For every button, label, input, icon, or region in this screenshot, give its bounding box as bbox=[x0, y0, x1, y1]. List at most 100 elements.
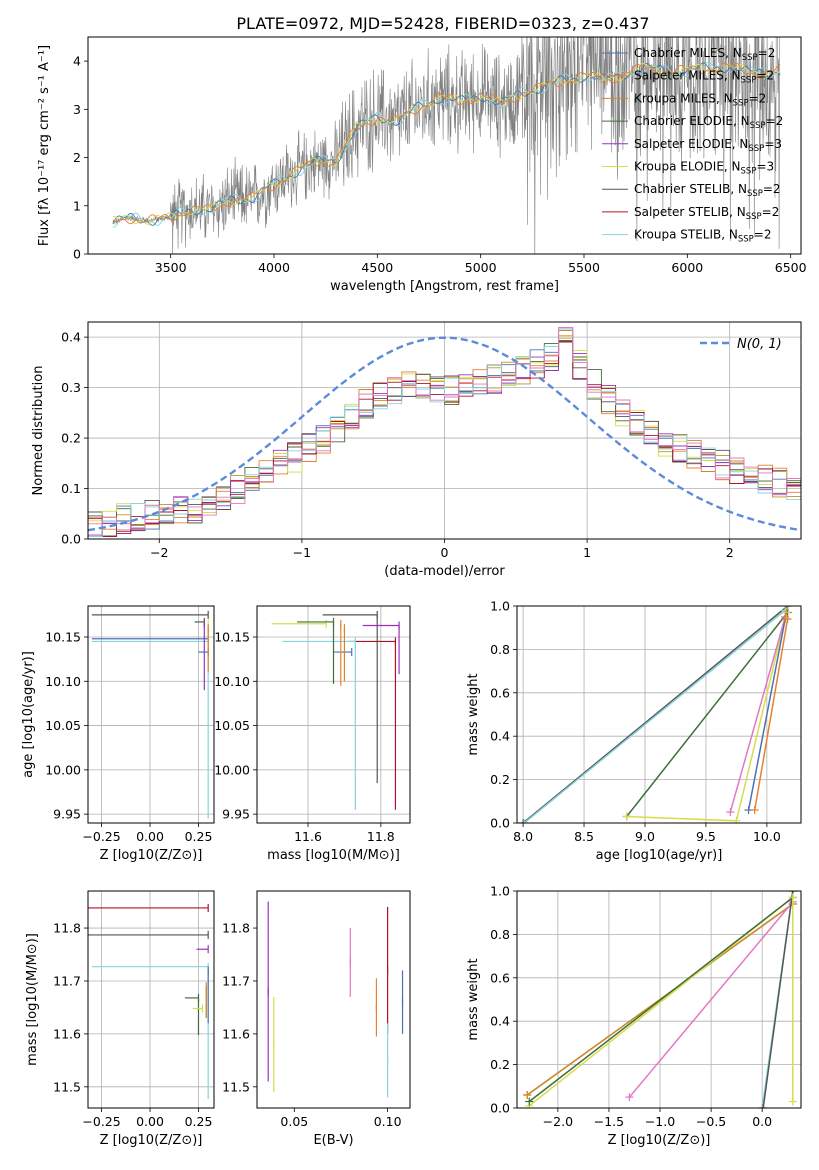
y-tick-label: 10.00 bbox=[214, 762, 250, 777]
y-tick-label: 11.8 bbox=[53, 921, 81, 936]
y-tick-label: 0.2 bbox=[490, 772, 510, 787]
y-tick-label: 1.0 bbox=[490, 884, 510, 899]
residual-histogram bbox=[88, 328, 801, 539]
y-tick-label: 4 bbox=[73, 54, 81, 69]
weight-vs-metallicity-panel: −2.0 −1.5 −1.0 −0.5 0.0 0.0 0.2 0.4 0.6 0.8 1.0 Z [… bbox=[466, 884, 802, 1148]
y-axis-label: mass weight bbox=[466, 958, 481, 1040]
y-tick-label: 0.1 bbox=[61, 481, 81, 496]
y-tick-label: 0.4 bbox=[490, 729, 510, 744]
x-tick-label: 0.00 bbox=[136, 1114, 164, 1129]
x-tick-label: 0.25 bbox=[185, 829, 213, 844]
legend-count: =2 bbox=[762, 205, 780, 219]
y-tick-label: 0 bbox=[73, 247, 81, 262]
weight-marker bbox=[750, 805, 759, 814]
legend-entry: Salpeter STELIB, NSSP=2 bbox=[634, 205, 779, 222]
x-tick-label: −0.5 bbox=[696, 1114, 726, 1129]
legend-count: =3 bbox=[756, 160, 774, 174]
model-spectrum bbox=[112, 61, 781, 228]
y-axis-label: mass [log10(M/M⊙)] bbox=[25, 933, 40, 1066]
x-axis-label: (data-model)/error bbox=[384, 564, 505, 579]
y-tick-label: 0.6 bbox=[490, 970, 510, 985]
x-tick-label: 0.10 bbox=[374, 1114, 402, 1129]
spectrum-legend: Chabrier MILES, NSSP=2 Salpeter MILES, NS… bbox=[602, 46, 783, 245]
y-axis-label: Flux [fλ 10⁻¹⁷ erg cm⁻² s⁻¹ A⁻¹] bbox=[37, 45, 52, 246]
weight-series-line bbox=[628, 901, 794, 1098]
y-tick-label: 0.4 bbox=[61, 330, 81, 345]
axes-frame bbox=[87, 605, 215, 824]
x-tick-label: −0.25 bbox=[82, 829, 120, 844]
y-tick-label: 0.8 bbox=[490, 642, 510, 657]
axes-frame bbox=[87, 321, 802, 540]
x-tick-label: 3500 bbox=[155, 260, 187, 275]
x-tick-label: 9.0 bbox=[635, 829, 655, 844]
weight-vs-age-panel: 8.0 8.5 9.0 9.5 10.0 0.0 0.2 0.4 0.6 0.8 1.0 age [l… bbox=[466, 599, 802, 863]
axes-frame bbox=[516, 605, 802, 824]
plot-area bbox=[519, 606, 792, 823]
legend-entry: Salpeter ELODIE, NSSP=3 bbox=[634, 137, 782, 154]
y-tick-label: 11.5 bbox=[53, 1079, 81, 1094]
x-tick-label: 0.0 bbox=[752, 1114, 772, 1129]
x-tick-label: −0.25 bbox=[82, 1114, 120, 1129]
legend-count: =2 bbox=[763, 182, 781, 196]
x-tick-label: 0 bbox=[441, 545, 449, 560]
y-axis-label: mass weight bbox=[466, 673, 481, 755]
x-tick-label: 11.6 bbox=[294, 829, 322, 844]
x-tick-label: 6500 bbox=[775, 260, 807, 275]
x-tick-label: 0.05 bbox=[280, 1114, 308, 1129]
observed-spectrum bbox=[112, 37, 781, 254]
plot-area bbox=[88, 327, 801, 539]
y-tick-label: 11.7 bbox=[53, 973, 81, 988]
legend-entry: Kroupa STELIB, NSSP=2 bbox=[634, 228, 772, 245]
x-tick-label: −2.0 bbox=[543, 1114, 573, 1129]
y-tick-label: 0.0 bbox=[490, 1101, 510, 1116]
weight-series-line bbox=[729, 616, 786, 813]
x-tick-label: −1.0 bbox=[645, 1114, 675, 1129]
x-tick-label: 9.5 bbox=[696, 829, 716, 844]
y-tick-label: 11.5 bbox=[222, 1079, 250, 1094]
x-tick-label: 8.5 bbox=[574, 829, 594, 844]
weight-series-line bbox=[753, 618, 789, 811]
x-tick-label: 1 bbox=[583, 545, 591, 560]
weight-marker bbox=[622, 812, 631, 821]
model-spectrum bbox=[112, 62, 781, 225]
mass-vs-ebv-panel: 0.05 0.10 11.5 11.6 11.7 11.8 E(B-V) bbox=[222, 890, 411, 1148]
legend-entry: Chabrier STELIB, NSSP=2 bbox=[634, 182, 781, 199]
y-tick-label: 10.05 bbox=[45, 718, 81, 733]
y-tick-label: 2 bbox=[73, 150, 81, 165]
x-tick-label: 5000 bbox=[465, 260, 497, 275]
plot-area bbox=[267, 901, 404, 1098]
x-tick-label: 6000 bbox=[671, 260, 703, 275]
x-tick-label: 10.0 bbox=[753, 829, 781, 844]
y-tick-label: 10.15 bbox=[45, 630, 81, 645]
legend-subscript: SSP bbox=[746, 212, 762, 222]
weight-marker bbox=[726, 808, 735, 817]
x-tick-label: 0.25 bbox=[185, 1114, 213, 1129]
normal-distribution-curve bbox=[88, 336, 801, 532]
y-tick-label: 10.00 bbox=[45, 762, 81, 777]
x-axis-label: Z [log10(Z/Z⊙)] bbox=[100, 848, 203, 863]
weight-series-line bbox=[523, 609, 786, 823]
y-tick-label: 0.0 bbox=[490, 816, 510, 831]
axes-frame bbox=[516, 890, 802, 1109]
plot-area bbox=[271, 610, 400, 810]
weight-marker bbox=[520, 819, 529, 823]
plot-area bbox=[112, 37, 781, 254]
figure-title: PLATE=0972, MJD=52428, FIBERID=0323, z=0… bbox=[236, 14, 649, 33]
weight-marker bbox=[759, 1104, 768, 1108]
x-tick-label: −1 bbox=[293, 545, 311, 560]
weight-series-line bbox=[626, 612, 789, 817]
legend-count: =3 bbox=[764, 137, 782, 151]
y-tick-label: 0.2 bbox=[61, 431, 81, 446]
legend-count: =2 bbox=[766, 114, 784, 128]
x-axis-label: Z [log10(Z/Z⊙)] bbox=[608, 1133, 711, 1148]
weight-marker bbox=[758, 1104, 767, 1108]
y-tick-label: 11.8 bbox=[222, 921, 250, 936]
y-tick-label: 10.05 bbox=[214, 718, 250, 733]
x-axis-label: age [log10(age/yr)] bbox=[596, 848, 723, 863]
y-tick-label: 0.3 bbox=[61, 380, 81, 395]
weight-marker bbox=[788, 1097, 797, 1106]
y-tick-label: 10.15 bbox=[214, 630, 250, 645]
y-tick-label: 0.0 bbox=[61, 532, 81, 547]
weight-series-line bbox=[522, 606, 789, 823]
